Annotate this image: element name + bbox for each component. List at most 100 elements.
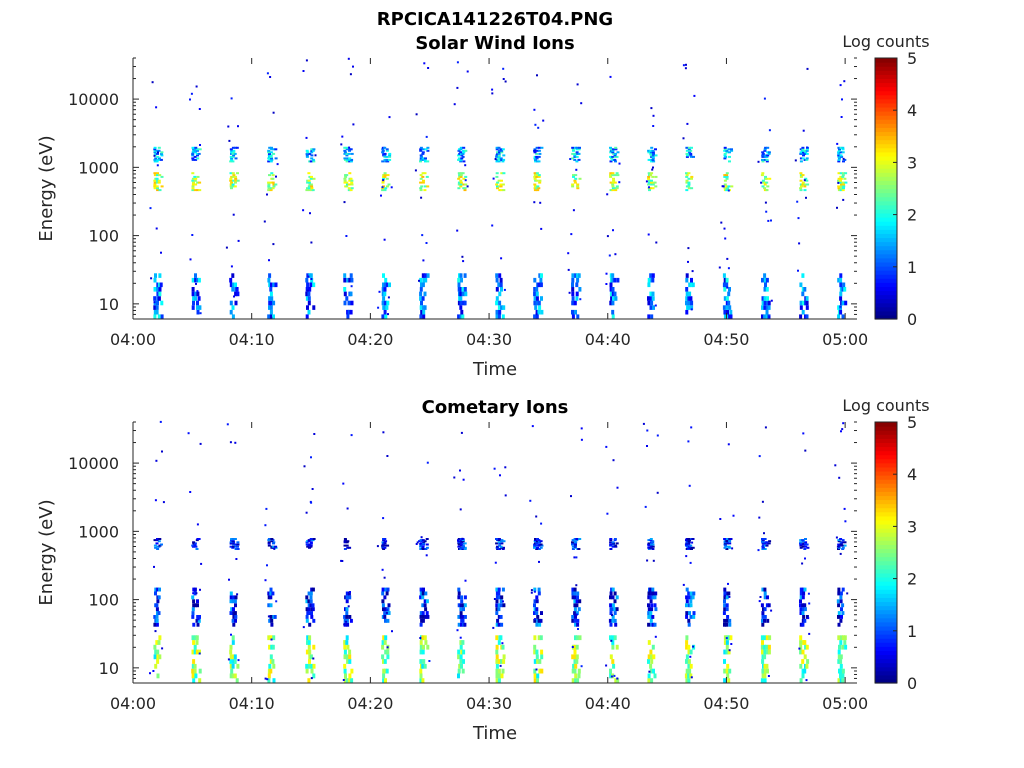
heatmap-cells: [149, 57, 848, 319]
heatmap-cell: [231, 538, 235, 540]
heatmap-cell: [419, 622, 423, 627]
heatmap-cell: [196, 615, 200, 619]
heatmap-cell: [650, 146, 654, 149]
heatmap-cell: [229, 659, 233, 664]
heatmap-cell: [651, 149, 655, 152]
heatmap-cell: [538, 179, 542, 182]
heatmap-cell: [723, 152, 727, 155]
heatmap-cell: [419, 149, 423, 152]
heatmap-cell: [682, 64, 685, 67]
heatmap-cell: [233, 146, 237, 149]
heatmap-cell: [805, 300, 809, 306]
heatmap-cell: [685, 149, 689, 152]
heatmap-cell: [382, 668, 386, 674]
heatmap-cell: [770, 609, 773, 612]
heatmap-cell: [759, 596, 762, 598]
heatmap-cell: [613, 618, 617, 623]
heatmap-cell: [571, 296, 575, 301]
heatmap-cell: [425, 543, 429, 546]
heatmap-cell: [571, 678, 575, 683]
heatmap-cell: [344, 158, 347, 161]
heatmap-cell: [191, 305, 195, 310]
heatmap-cell: [350, 179, 354, 182]
heatmap-cell: [424, 591, 428, 596]
heatmap-cell: [540, 654, 544, 660]
heatmap-cell: [155, 459, 158, 462]
heatmap-cell: [386, 618, 390, 623]
heatmap-cell: [801, 540, 805, 543]
heatmap-cell: [575, 659, 579, 664]
heatmap-cell: [540, 146, 544, 149]
heatmap-cell: [801, 659, 805, 664]
heatmap-cell: [806, 183, 810, 186]
heatmap-cell: [267, 181, 271, 184]
heatmap-cell: [311, 189, 315, 192]
heatmap-cell: [649, 149, 653, 152]
heatmap-cell: [802, 543, 805, 546]
heatmap-cell: [837, 181, 840, 184]
heatmap-cell: [421, 545, 425, 548]
heatmap-cell: [687, 546, 691, 549]
y-tick-label: 1000: [78, 158, 119, 177]
heatmap-cell: [687, 296, 691, 301]
colorbar-tick-label: 3: [907, 517, 917, 536]
panel-cometary: 04:00 04:10 04:20 04:30 04:40 04:50 05:0010100…: [36, 396, 930, 744]
heatmap-cell: [386, 607, 390, 612]
heatmap-cell: [457, 622, 461, 627]
heatmap-cell: [495, 599, 499, 604]
heatmap-cell: [268, 259, 270, 262]
heatmap-cell: [495, 296, 499, 301]
heatmap-cell: [575, 556, 578, 559]
heatmap-cell: [535, 607, 539, 612]
heatmap-cell: [535, 668, 538, 671]
heatmap-cell: [837, 540, 841, 543]
colorbar-segment: [875, 74, 897, 79]
heatmap-cell: [761, 179, 765, 182]
heatmap-cell: [761, 587, 765, 592]
heatmap-cell: [230, 158, 234, 161]
heatmap-cell: [270, 540, 274, 543]
heatmap-cell: [730, 148, 733, 151]
heatmap-cell: [651, 543, 655, 546]
heatmap-cell: [760, 603, 764, 608]
heatmap-cell: [571, 591, 575, 596]
heatmap-cell: [422, 309, 426, 315]
heatmap-cell: [155, 149, 159, 152]
heatmap-cell: [650, 160, 654, 163]
heatmap-cell: [693, 94, 696, 97]
colorbar-segment: [875, 446, 897, 452]
colorbar-segment: [875, 646, 897, 651]
heatmap-cell: [578, 146, 581, 149]
heatmap-cell: [805, 179, 809, 182]
heatmap-cell: [265, 507, 268, 510]
heatmap-cell: [495, 542, 499, 545]
heatmap-cell: [580, 665, 583, 668]
heatmap-cell: [540, 668, 544, 674]
heatmap-cell: [495, 603, 499, 608]
heatmap-cell: [502, 78, 505, 80]
heatmap-cell: [196, 603, 199, 608]
heatmap-cell: [802, 591, 806, 596]
heatmap-cell: [231, 160, 235, 163]
heatmap-cell: [197, 296, 201, 301]
heatmap-cell: [649, 273, 653, 278]
heatmap-cell: [837, 152, 841, 155]
heatmap-cell: [308, 543, 312, 546]
heatmap-cell: [236, 593, 239, 596]
colorbar-label: Log counts: [842, 396, 929, 415]
heatmap-cell: [611, 155, 615, 158]
heatmap-cell: [230, 149, 234, 152]
heatmap-cell: [343, 668, 347, 674]
heatmap-cell: [233, 611, 237, 615]
heatmap-cell: [839, 175, 843, 178]
heatmap-cell: [349, 148, 353, 151]
heatmap-cell: [723, 149, 727, 152]
heatmap-cell: [312, 160, 316, 163]
heatmap-cell: [350, 152, 354, 155]
heatmap-cell: [231, 146, 235, 149]
heatmap-cell: [840, 155, 844, 158]
heatmap-cell: [533, 287, 537, 292]
heatmap-cell: [191, 649, 195, 655]
heatmap-cell: [765, 314, 769, 319]
heatmap-cell: [313, 433, 316, 435]
